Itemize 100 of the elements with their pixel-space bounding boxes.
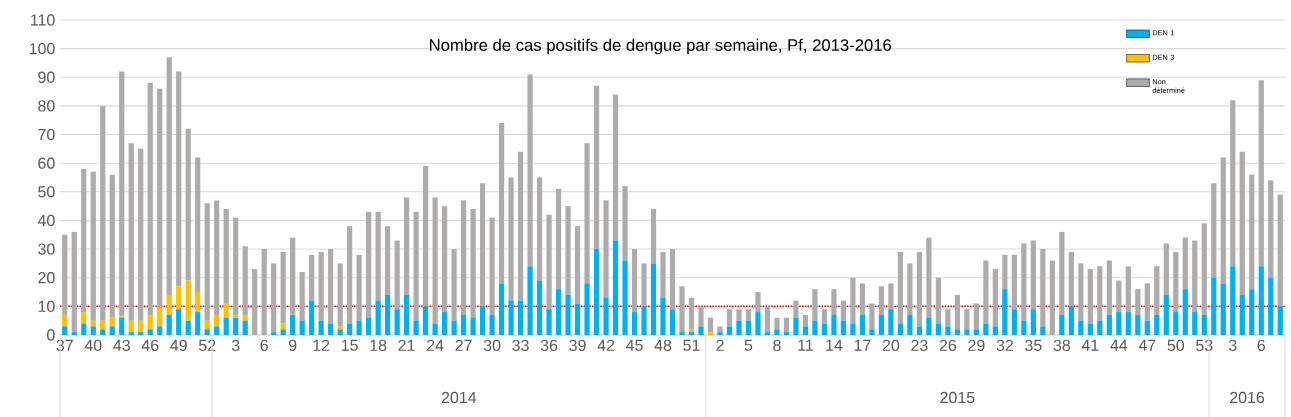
bar	[109, 174, 115, 318]
bar	[394, 309, 400, 335]
bar	[745, 320, 752, 335]
bar	[755, 292, 761, 313]
bar	[869, 303, 875, 330]
bar	[214, 314, 220, 327]
bar	[214, 326, 220, 335]
bar	[688, 297, 695, 330]
bar	[1163, 294, 1169, 335]
bar	[641, 306, 647, 335]
bar	[1239, 294, 1245, 335]
bar	[555, 188, 562, 290]
bar	[859, 314, 866, 335]
bar	[62, 326, 68, 335]
bar	[954, 329, 960, 335]
bar	[1087, 323, 1093, 335]
bar	[204, 203, 210, 321]
bar	[840, 300, 847, 321]
x-tick-label: 33	[512, 339, 529, 352]
bar	[1239, 151, 1245, 295]
bar	[280, 329, 286, 335]
bar	[555, 289, 562, 335]
bar	[185, 128, 191, 281]
bar	[223, 208, 229, 304]
bar	[404, 294, 410, 335]
bar	[1249, 174, 1255, 290]
bar	[318, 320, 324, 335]
bar	[157, 88, 163, 307]
bar	[935, 277, 942, 324]
bar	[233, 317, 239, 335]
bar	[669, 309, 676, 335]
bar	[679, 332, 685, 335]
bar	[793, 317, 799, 335]
bar	[385, 226, 391, 295]
bar	[432, 197, 438, 324]
bar	[726, 326, 733, 335]
bar	[1116, 312, 1122, 335]
x-tick-label: 35	[1025, 339, 1042, 352]
bar	[584, 283, 590, 335]
bar	[650, 263, 657, 335]
bar	[90, 171, 96, 321]
bar	[233, 217, 239, 315]
bar	[546, 309, 552, 335]
bar	[81, 312, 87, 324]
bar	[1135, 289, 1141, 315]
y-tick-label: 80	[38, 100, 55, 112]
bar	[347, 226, 353, 324]
x-tick-label: 2	[716, 339, 724, 351]
bar	[1144, 320, 1150, 335]
bar	[812, 289, 818, 321]
bar	[1211, 183, 1217, 278]
bar	[850, 277, 856, 324]
x-tick-label: 52	[198, 339, 216, 352]
bar	[831, 289, 837, 315]
bar	[489, 217, 495, 315]
bar	[375, 300, 381, 335]
bar	[176, 286, 182, 310]
bar	[81, 168, 87, 313]
x-tick-label: 12	[313, 339, 330, 351]
bar	[907, 314, 913, 335]
x-tick-label: 51	[683, 339, 700, 351]
bar	[1068, 306, 1074, 335]
bar	[707, 332, 714, 335]
x-tick-label: 47	[1138, 339, 1156, 351]
bar	[736, 320, 742, 335]
x-tick-label: 50	[1167, 339, 1185, 352]
bar	[1201, 223, 1207, 315]
bar	[1021, 320, 1027, 335]
bar	[983, 260, 989, 324]
bar	[1220, 283, 1226, 335]
x-tick-label: 27	[455, 339, 472, 351]
bar	[878, 286, 885, 315]
bar	[850, 323, 856, 335]
bar	[1097, 320, 1103, 335]
bar	[271, 263, 277, 333]
bar	[1106, 314, 1112, 335]
y-tick-label: 110	[31, 14, 55, 26]
bar	[783, 317, 790, 333]
bar	[964, 309, 970, 330]
bar	[508, 300, 514, 335]
bar	[859, 283, 866, 315]
bar	[470, 208, 476, 318]
bar	[309, 254, 315, 301]
bar	[166, 314, 172, 335]
bar	[1211, 277, 1217, 335]
bar	[679, 286, 685, 333]
y-tick-label: 0	[47, 329, 55, 341]
x-tick-label: 46	[141, 339, 159, 352]
bar	[888, 283, 894, 310]
bar	[71, 332, 77, 335]
bar	[100, 105, 106, 321]
x-tick-label: 6	[260, 339, 268, 352]
bar	[1163, 243, 1169, 295]
bar	[242, 320, 248, 335]
bar	[1125, 312, 1131, 335]
bar	[498, 123, 505, 284]
bar	[1258, 80, 1264, 267]
bar	[423, 166, 429, 307]
bar	[1192, 240, 1198, 313]
bar	[840, 320, 847, 335]
